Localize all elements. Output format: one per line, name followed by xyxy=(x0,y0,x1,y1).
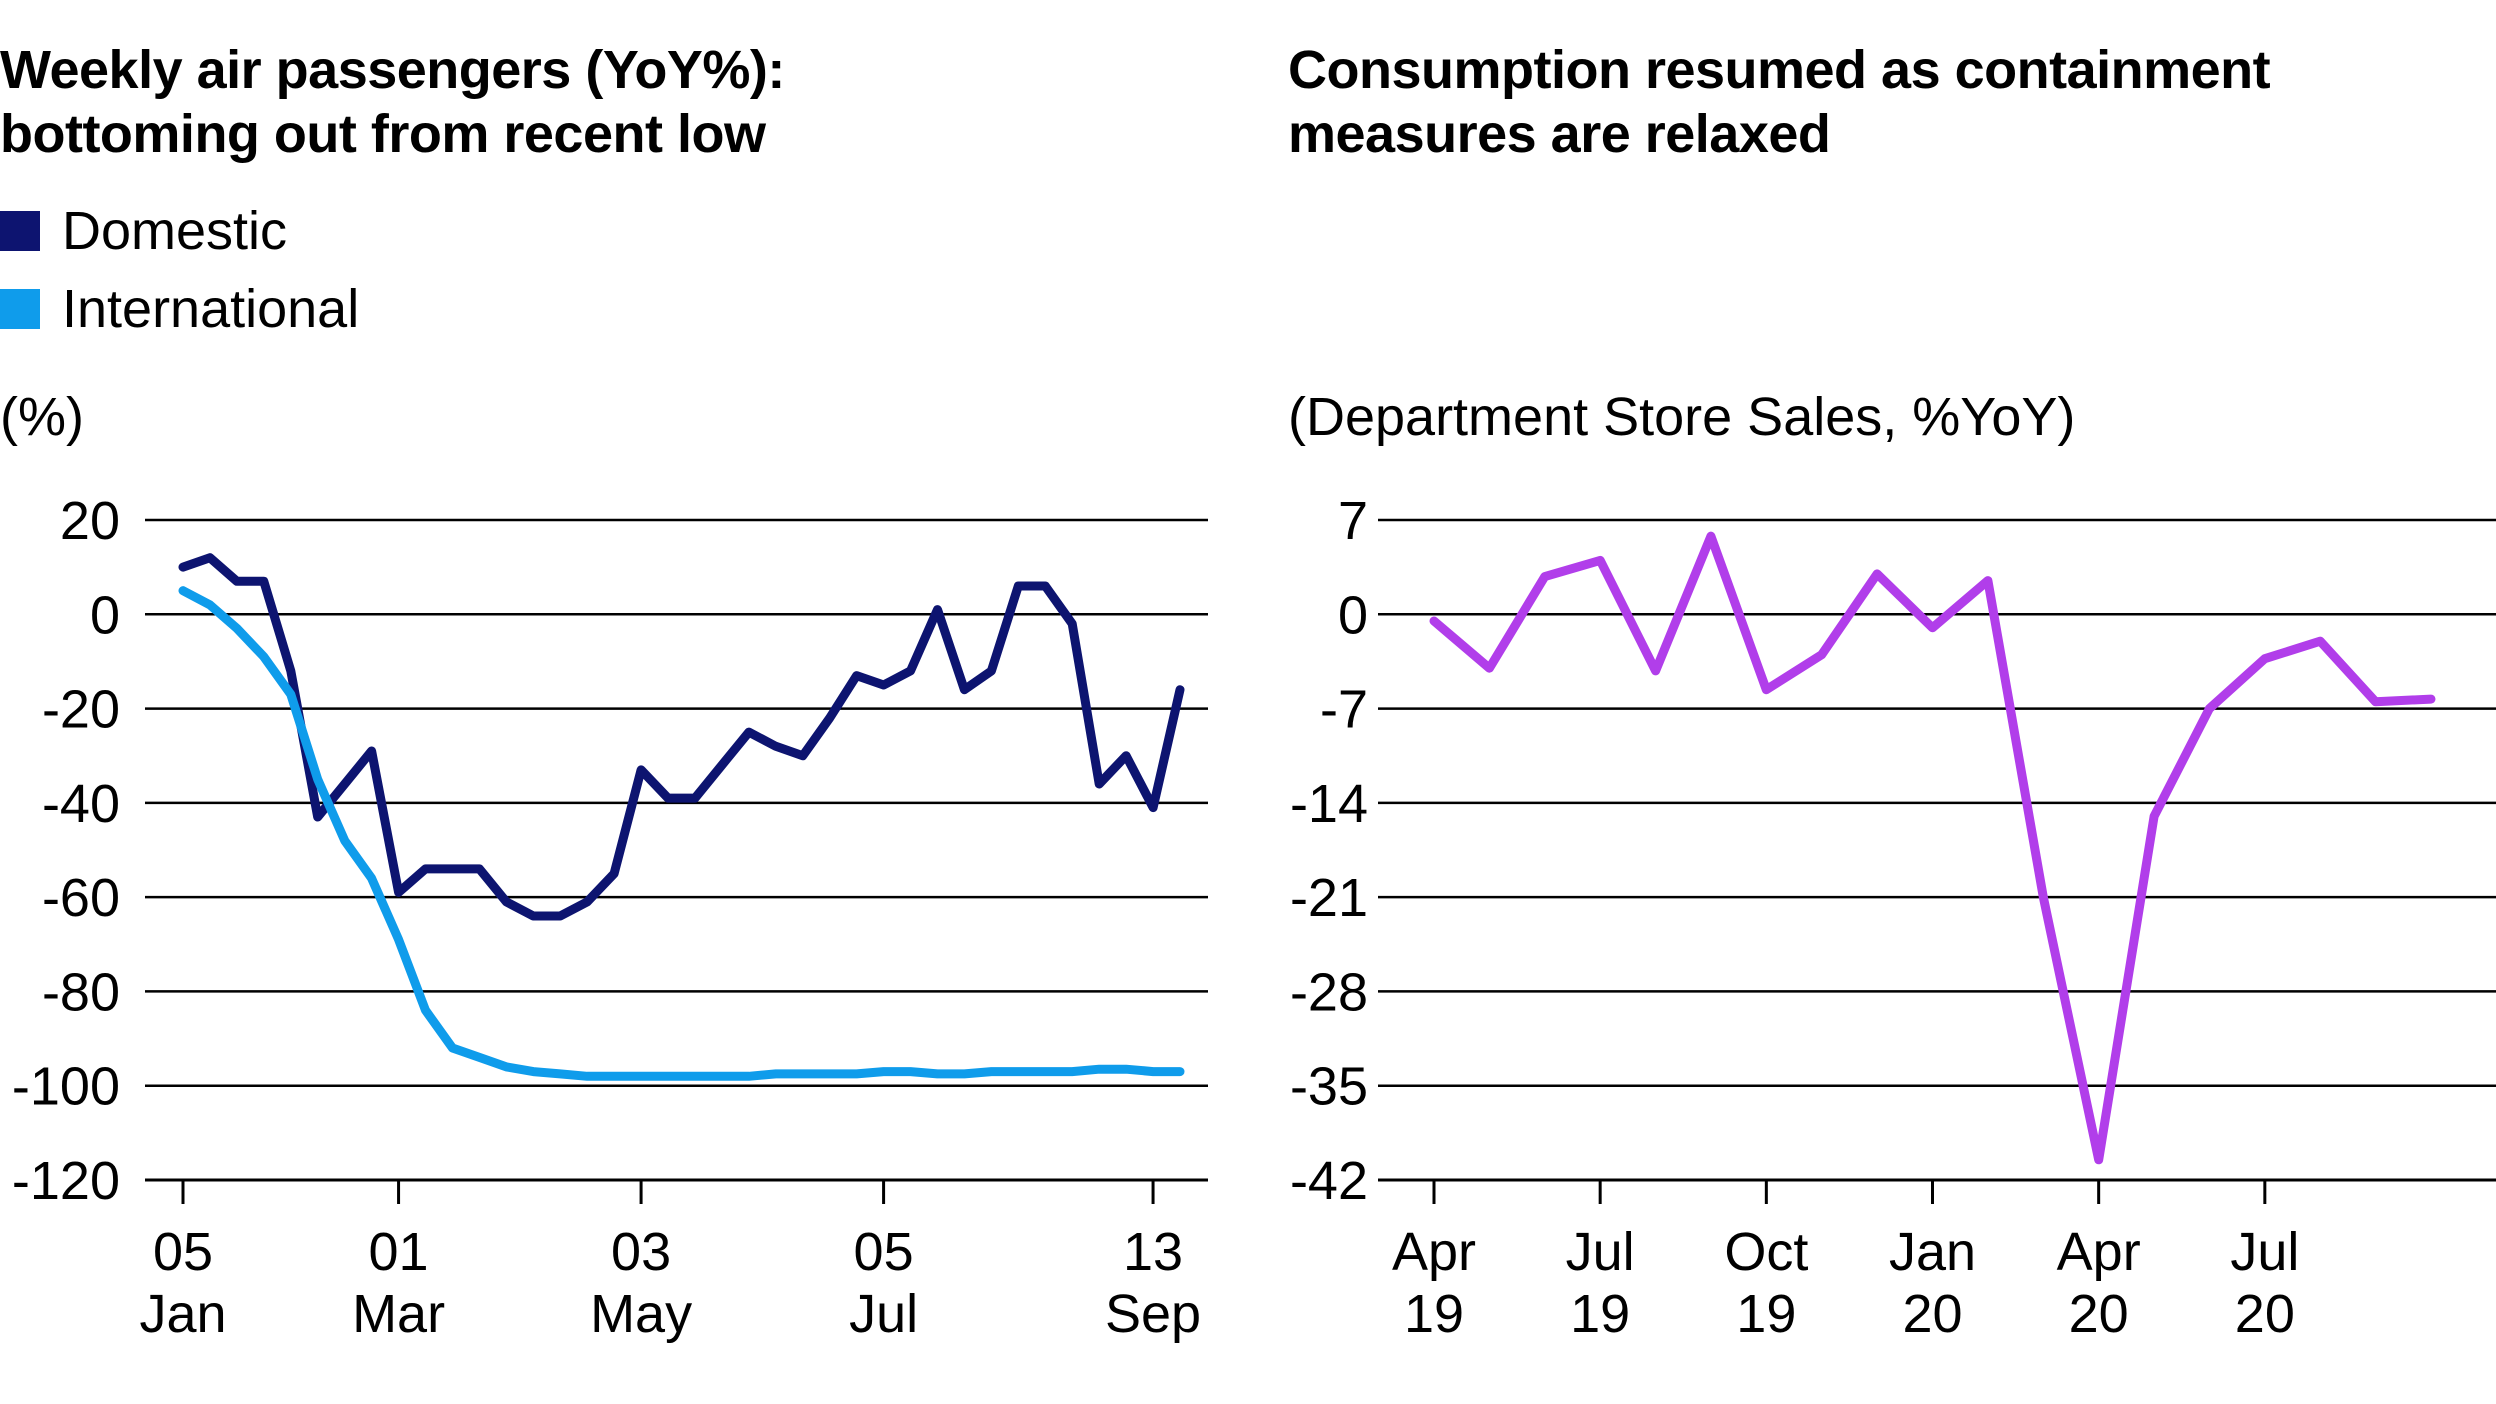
chart2-ytick-label: -42 xyxy=(1290,1151,1368,1211)
chart2-ytick-label: -21 xyxy=(1290,868,1368,928)
chart2-title-line2: measures are relaxed xyxy=(1288,104,1831,164)
chart1-title-line1: Weekly air passengers (YoY%): xyxy=(0,40,785,100)
legend-label-international: International xyxy=(62,279,360,339)
chart2-xtick-label-top: Apr xyxy=(1392,1222,1476,1282)
chart1-xtick-label-bottom: May xyxy=(590,1284,692,1344)
chart1-ytick-label: 20 xyxy=(60,491,120,551)
legend-item-international: International xyxy=(0,270,359,348)
chart1-xtick-label-bottom: Jan xyxy=(139,1284,226,1344)
chart1-series-international xyxy=(178,586,1185,1081)
chart2-xtick-label-top: Apr xyxy=(2057,1222,2141,1282)
legend-item-domestic: Domestic xyxy=(0,192,359,270)
chart1-series-domestic xyxy=(178,553,1185,921)
chart1-ytick-label: 0 xyxy=(90,585,120,645)
chart1-unit-label: (%) xyxy=(0,387,84,447)
chart2-xtick-label-top: Jan xyxy=(1889,1222,1976,1282)
chart1-xtick-label-top: 13 xyxy=(1123,1222,1183,1282)
chart1-ytick-label: -80 xyxy=(42,962,120,1022)
chart1-xtick-label-bottom: Mar xyxy=(352,1284,445,1344)
legend-swatch-international xyxy=(0,289,40,329)
chart1-xtick-label-top: 05 xyxy=(153,1222,213,1282)
chart2-ytick-label: -7 xyxy=(1320,680,1368,740)
chart1-xtick-label-bottom: Jul xyxy=(849,1284,918,1344)
chart2-ytick-label: -35 xyxy=(1290,1057,1368,1117)
chart1-xtick-label-top: 05 xyxy=(854,1222,914,1282)
chart1-ytick-label: -60 xyxy=(42,868,120,928)
chart2-ytick-label: 7 xyxy=(1338,491,1368,551)
chart1-ytick-label: -100 xyxy=(12,1057,120,1117)
chart2-xtick-label-bottom: 20 xyxy=(1902,1284,1962,1344)
chart1-xtick-label-top: 03 xyxy=(611,1222,671,1282)
chart2-xtick-label-bottom: 20 xyxy=(2069,1284,2129,1344)
chart1-ytick-label: -20 xyxy=(42,680,120,740)
legend-swatch-domestic xyxy=(0,211,40,251)
chart2-ytick-label: 0 xyxy=(1338,585,1368,645)
chart2-xtick-label-top: Jul xyxy=(1566,1222,1635,1282)
chart2-title: Consumption resumed as containment measu… xyxy=(1288,38,2488,166)
chart2-xtick-label-top: Oct xyxy=(1724,1222,1808,1282)
chart2-xtick-label-bottom: 19 xyxy=(1404,1284,1464,1344)
chart2-ytick-label: -28 xyxy=(1290,962,1368,1022)
chart2-unit-label: (Department Store Sales, %YoY) xyxy=(1288,387,2076,447)
chart2-xtick-label-bottom: 19 xyxy=(1570,1284,1630,1344)
chart1-legend: Domestic International xyxy=(0,192,359,348)
chart2-xtick-label-top: Jul xyxy=(2230,1222,2299,1282)
chart1-title-line2: bottoming out from recent low xyxy=(0,104,766,164)
chart2-title-line1: Consumption resumed as containment xyxy=(1288,40,2271,100)
chart2-xtick-label-bottom: 19 xyxy=(1736,1284,1796,1344)
chart1-xtick-label-top: 01 xyxy=(369,1222,429,1282)
chart1-ytick-label: -120 xyxy=(12,1151,120,1211)
legend-label-domestic: Domestic xyxy=(62,201,288,261)
chart1-title: Weekly air passengers (YoY%): bottoming … xyxy=(0,38,1000,166)
chart2-xtick-label-bottom: 20 xyxy=(2235,1284,2295,1344)
chart2-ytick-label: -14 xyxy=(1290,774,1368,834)
chart1-xtick-label-bottom: Sep xyxy=(1105,1284,1201,1344)
chart1-ytick-label: -40 xyxy=(42,774,120,834)
chart2-series-department-store-sales xyxy=(1429,531,2436,1165)
